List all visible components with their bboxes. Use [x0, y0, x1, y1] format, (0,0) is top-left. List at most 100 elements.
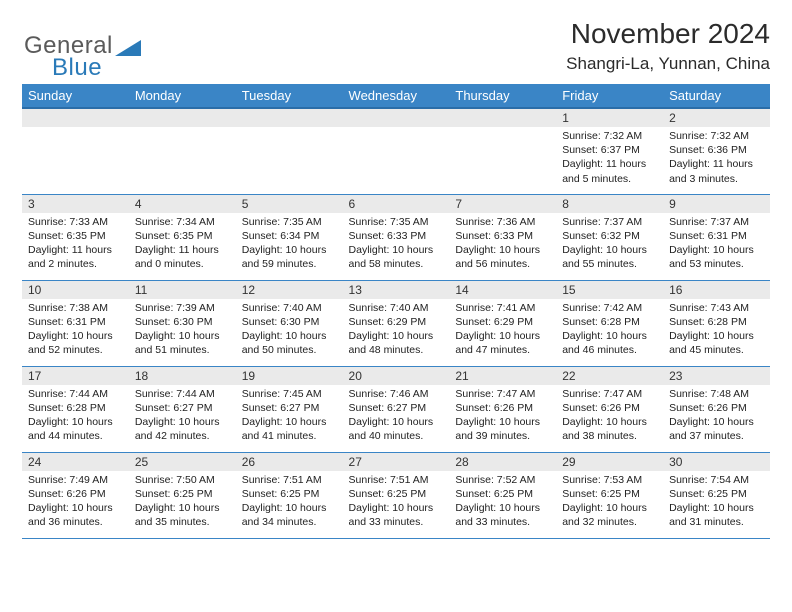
calendar-week-row: 17Sunrise: 7:44 AMSunset: 6:28 PMDayligh… [22, 366, 770, 452]
calendar-day-cell: 18Sunrise: 7:44 AMSunset: 6:27 PMDayligh… [129, 366, 236, 452]
daylight-text: Daylight: 10 hours and 58 minutes. [349, 243, 444, 271]
sunset-text: Sunset: 6:28 PM [28, 401, 123, 415]
day-number [449, 109, 556, 127]
sunset-text: Sunset: 6:25 PM [669, 487, 764, 501]
daylight-text: Daylight: 10 hours and 36 minutes. [28, 501, 123, 529]
day-details: Sunrise: 7:39 AMSunset: 6:30 PMDaylight:… [129, 299, 236, 362]
sunset-text: Sunset: 6:34 PM [242, 229, 337, 243]
day-number: 8 [556, 195, 663, 213]
calendar-week-row: 1Sunrise: 7:32 AMSunset: 6:37 PMDaylight… [22, 108, 770, 194]
calendar-day-cell [22, 108, 129, 194]
day-details [129, 127, 236, 187]
sunrise-text: Sunrise: 7:43 AM [669, 301, 764, 315]
day-details: Sunrise: 7:52 AMSunset: 6:25 PMDaylight:… [449, 471, 556, 534]
sunrise-text: Sunrise: 7:32 AM [669, 129, 764, 143]
day-number: 30 [663, 453, 770, 471]
day-details: Sunrise: 7:47 AMSunset: 6:26 PMDaylight:… [449, 385, 556, 448]
sunset-text: Sunset: 6:35 PM [135, 229, 230, 243]
daylight-text: Daylight: 10 hours and 59 minutes. [242, 243, 337, 271]
sunset-text: Sunset: 6:27 PM [135, 401, 230, 415]
calendar-day-cell: 10Sunrise: 7:38 AMSunset: 6:31 PMDayligh… [22, 280, 129, 366]
day-details [449, 127, 556, 187]
day-number [236, 109, 343, 127]
location: Shangri-La, Yunnan, China [566, 54, 770, 74]
daylight-text: Daylight: 10 hours and 48 minutes. [349, 329, 444, 357]
sunset-text: Sunset: 6:30 PM [242, 315, 337, 329]
calendar-day-cell: 5Sunrise: 7:35 AMSunset: 6:34 PMDaylight… [236, 194, 343, 280]
day-number: 27 [343, 453, 450, 471]
sunrise-text: Sunrise: 7:44 AM [135, 387, 230, 401]
daylight-text: Daylight: 10 hours and 47 minutes. [455, 329, 550, 357]
day-number [22, 109, 129, 127]
day-details [22, 127, 129, 187]
sunset-text: Sunset: 6:27 PM [349, 401, 444, 415]
calendar-body: 1Sunrise: 7:32 AMSunset: 6:37 PMDaylight… [22, 108, 770, 538]
calendar-day-cell: 25Sunrise: 7:50 AMSunset: 6:25 PMDayligh… [129, 452, 236, 538]
calendar-day-cell [129, 108, 236, 194]
sunset-text: Sunset: 6:33 PM [455, 229, 550, 243]
day-number: 25 [129, 453, 236, 471]
day-number: 26 [236, 453, 343, 471]
day-details [236, 127, 343, 187]
day-number: 10 [22, 281, 129, 299]
day-number: 3 [22, 195, 129, 213]
day-details: Sunrise: 7:54 AMSunset: 6:25 PMDaylight:… [663, 471, 770, 534]
calendar-day-cell: 2Sunrise: 7:32 AMSunset: 6:36 PMDaylight… [663, 108, 770, 194]
sunrise-text: Sunrise: 7:51 AM [242, 473, 337, 487]
day-number: 12 [236, 281, 343, 299]
sunrise-text: Sunrise: 7:48 AM [669, 387, 764, 401]
weekday-header: Tuesday [236, 84, 343, 108]
sunrise-text: Sunrise: 7:35 AM [349, 215, 444, 229]
sunrise-text: Sunrise: 7:37 AM [562, 215, 657, 229]
calendar-week-row: 24Sunrise: 7:49 AMSunset: 6:26 PMDayligh… [22, 452, 770, 538]
day-details: Sunrise: 7:34 AMSunset: 6:35 PMDaylight:… [129, 213, 236, 276]
calendar-day-cell: 23Sunrise: 7:48 AMSunset: 6:26 PMDayligh… [663, 366, 770, 452]
day-details: Sunrise: 7:51 AMSunset: 6:25 PMDaylight:… [343, 471, 450, 534]
daylight-text: Daylight: 10 hours and 44 minutes. [28, 415, 123, 443]
day-details: Sunrise: 7:33 AMSunset: 6:35 PMDaylight:… [22, 213, 129, 276]
sunset-text: Sunset: 6:33 PM [349, 229, 444, 243]
day-details: Sunrise: 7:40 AMSunset: 6:30 PMDaylight:… [236, 299, 343, 362]
sunrise-text: Sunrise: 7:37 AM [669, 215, 764, 229]
sunrise-text: Sunrise: 7:49 AM [28, 473, 123, 487]
daylight-text: Daylight: 10 hours and 41 minutes. [242, 415, 337, 443]
day-number: 16 [663, 281, 770, 299]
day-number: 14 [449, 281, 556, 299]
day-details: Sunrise: 7:32 AMSunset: 6:36 PMDaylight:… [663, 127, 770, 190]
daylight-text: Daylight: 10 hours and 50 minutes. [242, 329, 337, 357]
sunrise-text: Sunrise: 7:42 AM [562, 301, 657, 315]
day-details: Sunrise: 7:45 AMSunset: 6:27 PMDaylight:… [236, 385, 343, 448]
day-number: 4 [129, 195, 236, 213]
calendar-day-cell: 12Sunrise: 7:40 AMSunset: 6:30 PMDayligh… [236, 280, 343, 366]
sunrise-text: Sunrise: 7:36 AM [455, 215, 550, 229]
calendar-day-cell [449, 108, 556, 194]
sunrise-text: Sunrise: 7:54 AM [669, 473, 764, 487]
daylight-text: Daylight: 10 hours and 45 minutes. [669, 329, 764, 357]
day-details: Sunrise: 7:48 AMSunset: 6:26 PMDaylight:… [663, 385, 770, 448]
calendar-day-cell: 7Sunrise: 7:36 AMSunset: 6:33 PMDaylight… [449, 194, 556, 280]
calendar-day-cell: 17Sunrise: 7:44 AMSunset: 6:28 PMDayligh… [22, 366, 129, 452]
sunset-text: Sunset: 6:35 PM [28, 229, 123, 243]
daylight-text: Daylight: 10 hours and 32 minutes. [562, 501, 657, 529]
sunrise-text: Sunrise: 7:47 AM [562, 387, 657, 401]
day-details: Sunrise: 7:44 AMSunset: 6:28 PMDaylight:… [22, 385, 129, 448]
sunset-text: Sunset: 6:30 PM [135, 315, 230, 329]
sunset-text: Sunset: 6:25 PM [349, 487, 444, 501]
calendar-day-cell [236, 108, 343, 194]
sunset-text: Sunset: 6:31 PM [669, 229, 764, 243]
day-details: Sunrise: 7:53 AMSunset: 6:25 PMDaylight:… [556, 471, 663, 534]
day-number: 15 [556, 281, 663, 299]
calendar-day-cell: 6 Sunrise: 7:35 AMSunset: 6:33 PMDaylight… [343, 194, 450, 280]
sunset-text: Sunset: 6:25 PM [455, 487, 550, 501]
calendar-day-cell: 21Sunrise: 7:47 AMSunset: 6:26 PMDayligh… [449, 366, 556, 452]
sunset-text: Sunset: 6:37 PM [562, 143, 657, 157]
day-number: 18 [129, 367, 236, 385]
sunset-text: Sunset: 6:29 PM [455, 315, 550, 329]
daylight-text: Daylight: 11 hours and 3 minutes. [669, 157, 764, 185]
calendar-day-cell: 1Sunrise: 7:32 AMSunset: 6:37 PMDaylight… [556, 108, 663, 194]
sunrise-text: Sunrise: 7:32 AM [562, 129, 657, 143]
sunrise-text: Sunrise: 7:39 AM [135, 301, 230, 315]
sunset-text: Sunset: 6:31 PM [28, 315, 123, 329]
sunset-text: Sunset: 6:25 PM [135, 487, 230, 501]
day-number: 6 [343, 195, 450, 213]
